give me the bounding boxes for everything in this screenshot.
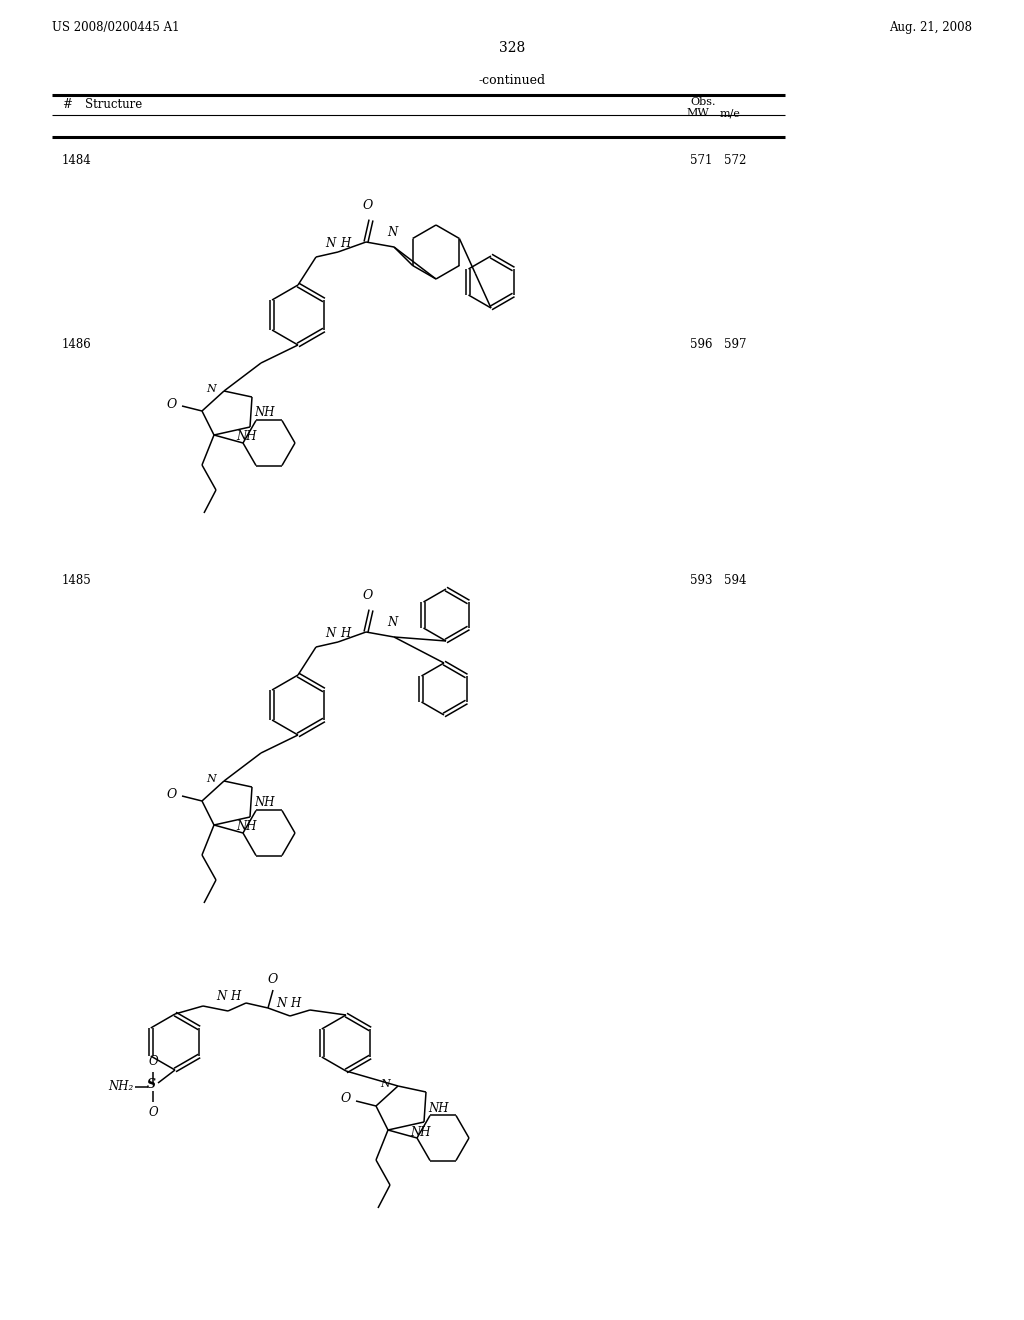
Text: NH: NH <box>428 1101 449 1114</box>
Text: N: N <box>387 226 397 239</box>
Text: NH: NH <box>236 430 256 444</box>
Text: N: N <box>325 627 335 640</box>
Text: H: H <box>340 627 350 640</box>
Text: Obs.: Obs. <box>690 96 716 107</box>
Text: O: O <box>167 397 177 411</box>
Text: O: O <box>362 199 373 213</box>
Text: N: N <box>206 774 216 784</box>
Text: N: N <box>216 990 226 1003</box>
Text: Aug. 21, 2008: Aug. 21, 2008 <box>889 21 972 34</box>
Text: 1484: 1484 <box>62 153 92 166</box>
Text: N: N <box>380 1078 390 1089</box>
Text: 572: 572 <box>724 153 746 166</box>
Text: N: N <box>206 384 216 393</box>
Text: O: O <box>341 1093 351 1106</box>
Text: Structure: Structure <box>85 99 142 111</box>
Text: -continued: -continued <box>478 74 546 87</box>
Text: H: H <box>230 990 241 1003</box>
Text: #: # <box>62 99 72 111</box>
Text: NH: NH <box>236 821 256 833</box>
Text: 1486: 1486 <box>62 338 92 351</box>
Text: N: N <box>325 238 335 249</box>
Text: NH: NH <box>410 1126 430 1138</box>
Text: N: N <box>387 616 397 630</box>
Text: O: O <box>268 973 279 986</box>
Text: 597: 597 <box>724 338 746 351</box>
Text: H: H <box>340 238 350 249</box>
Text: MW: MW <box>686 108 709 117</box>
Text: 571: 571 <box>690 153 713 166</box>
Text: O: O <box>167 788 177 800</box>
Text: O: O <box>362 589 373 602</box>
Text: O: O <box>148 1055 158 1068</box>
Text: NH: NH <box>254 407 274 420</box>
Text: 1485: 1485 <box>62 573 92 586</box>
Text: NH₂: NH₂ <box>108 1081 133 1093</box>
Text: 594: 594 <box>724 573 746 586</box>
Text: N: N <box>275 997 286 1010</box>
Text: 593: 593 <box>690 573 713 586</box>
Text: 596: 596 <box>690 338 713 351</box>
Text: m/e: m/e <box>720 108 741 117</box>
Text: NH: NH <box>254 796 274 809</box>
Text: O: O <box>148 1106 158 1119</box>
Text: H: H <box>290 997 300 1010</box>
Text: US 2008/0200445 A1: US 2008/0200445 A1 <box>52 21 179 34</box>
Text: 328: 328 <box>499 41 525 55</box>
Text: S: S <box>146 1077 156 1090</box>
